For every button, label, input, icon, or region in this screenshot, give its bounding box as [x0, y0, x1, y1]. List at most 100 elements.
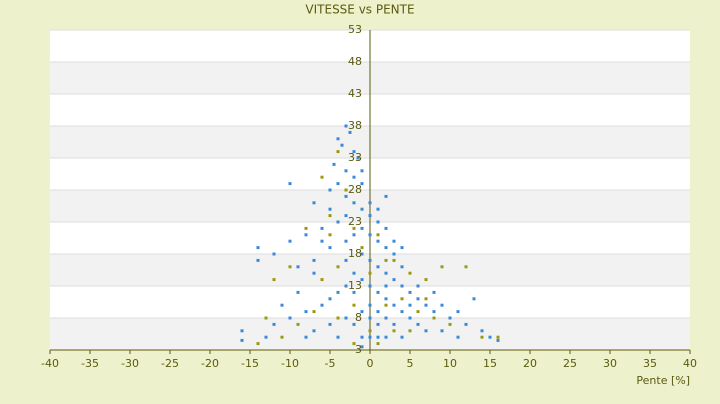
point	[360, 310, 364, 314]
point	[384, 246, 388, 250]
y-tick-label: 43	[348, 87, 362, 100]
point	[356, 156, 360, 160]
point	[288, 316, 292, 320]
point	[376, 310, 380, 314]
point	[432, 316, 436, 320]
point	[376, 239, 380, 243]
point	[320, 175, 324, 179]
point	[408, 303, 412, 307]
point	[296, 265, 300, 269]
point	[360, 278, 364, 282]
point	[424, 297, 428, 301]
point	[432, 310, 436, 314]
point	[368, 335, 372, 339]
point	[368, 201, 372, 205]
point	[448, 316, 452, 320]
point	[352, 303, 356, 307]
point	[256, 246, 260, 250]
point	[296, 322, 300, 326]
point	[360, 169, 364, 173]
point	[384, 194, 388, 198]
point	[352, 322, 356, 326]
point	[336, 335, 340, 339]
point	[344, 258, 348, 262]
point	[280, 303, 284, 307]
point	[328, 322, 332, 326]
point	[496, 335, 500, 339]
point	[400, 265, 404, 269]
point	[304, 226, 308, 230]
point	[416, 322, 420, 326]
point	[408, 271, 412, 275]
point	[392, 329, 396, 333]
point	[384, 271, 388, 275]
point	[376, 220, 380, 224]
point	[336, 316, 340, 320]
point	[304, 233, 308, 237]
point	[332, 162, 336, 166]
point	[348, 130, 352, 134]
point	[376, 342, 380, 346]
point	[240, 329, 244, 333]
x-tick-label: 30	[603, 357, 617, 370]
point	[360, 207, 364, 211]
point	[360, 335, 364, 339]
point	[352, 175, 356, 179]
point	[400, 310, 404, 314]
point	[352, 226, 356, 230]
point	[312, 258, 316, 262]
point	[384, 297, 388, 301]
point	[368, 258, 372, 262]
x-tick-label: -15	[241, 357, 259, 370]
x-tick-label: 10	[443, 357, 457, 370]
point	[344, 316, 348, 320]
y-tick-label: 13	[348, 279, 362, 292]
point	[408, 316, 412, 320]
point	[384, 335, 388, 339]
point	[480, 335, 484, 339]
point	[352, 150, 356, 154]
point	[240, 338, 244, 342]
point	[392, 322, 396, 326]
point	[360, 182, 364, 186]
point	[376, 322, 380, 326]
x-axis-label: Pente [%]	[636, 374, 690, 387]
point	[328, 188, 332, 192]
point	[328, 297, 332, 301]
x-tick-label: -10	[281, 357, 299, 370]
point	[416, 297, 420, 301]
point	[312, 201, 316, 205]
point	[344, 284, 348, 288]
point	[344, 194, 348, 198]
point	[376, 290, 380, 294]
y-tick-label: 48	[348, 55, 362, 68]
point	[256, 342, 260, 346]
point	[336, 220, 340, 224]
point	[320, 303, 324, 307]
point	[340, 143, 344, 147]
point	[392, 278, 396, 282]
x-tick-label: 5	[407, 357, 414, 370]
point	[280, 335, 284, 339]
point	[424, 303, 428, 307]
x-tick-label: 35	[643, 357, 657, 370]
point	[296, 290, 300, 294]
point	[352, 201, 356, 205]
point	[264, 335, 268, 339]
point	[352, 271, 356, 275]
point	[432, 290, 436, 294]
point	[272, 278, 276, 282]
point	[424, 278, 428, 282]
point	[264, 316, 268, 320]
point	[304, 335, 308, 339]
point	[464, 265, 468, 269]
point	[392, 303, 396, 307]
point	[480, 329, 484, 333]
point	[408, 329, 412, 333]
point	[376, 233, 380, 237]
point	[472, 297, 476, 301]
x-tick-label: 15	[483, 357, 497, 370]
point	[320, 278, 324, 282]
point	[488, 335, 492, 339]
point	[344, 188, 348, 192]
